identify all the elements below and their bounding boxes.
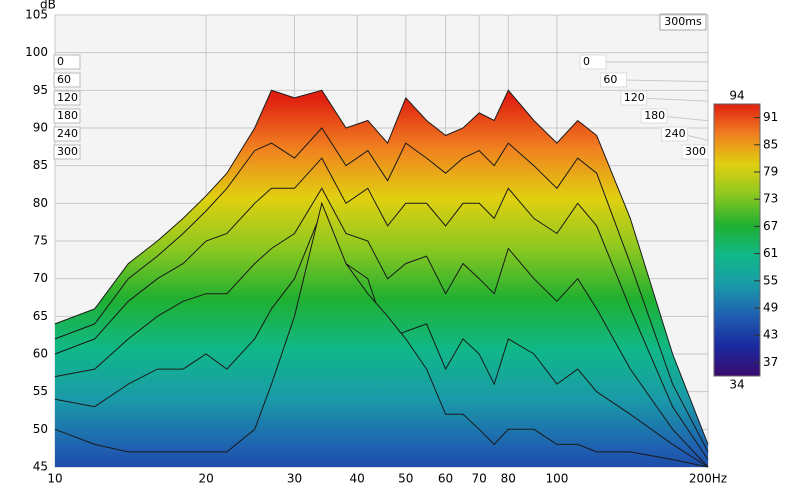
colorbar-tick-label: 91 [763, 110, 778, 124]
x-tick-label: 70 [472, 472, 487, 486]
z-tick-label: 60 [57, 73, 71, 86]
slice-line [54, 201, 709, 468]
colorbar-tick-label: 85 [763, 137, 778, 151]
z-tick-label: 240 [57, 127, 78, 140]
y-tick-label: 55 [33, 384, 48, 398]
z-tick-box [681, 144, 709, 160]
depth-line [620, 79, 709, 83]
z-tick-box [661, 126, 689, 142]
z-tick-label: 300 [685, 145, 706, 158]
z-tick-label: 0 [583, 55, 590, 68]
colorbar-tick-label: 79 [763, 165, 778, 179]
x-tick-label: 40 [350, 472, 365, 486]
depth-line [661, 115, 709, 122]
z-tick-box [620, 90, 648, 106]
x-tick-label: 20 [198, 472, 213, 486]
slice-line [54, 89, 709, 445]
z-tick-label: 0 [57, 55, 64, 68]
y-tick-label: 90 [33, 121, 48, 135]
colorbar-tick-label: 73 [763, 192, 778, 206]
slice-line [54, 157, 709, 460]
z-tick-label: 120 [57, 91, 78, 104]
z-tick-box [53, 72, 81, 88]
colorbar-tick-label: 43 [763, 328, 778, 342]
colorbar [713, 103, 761, 377]
z-tick-box [579, 54, 607, 70]
z-tick-label: 300 [57, 145, 78, 158]
y-tick-label: 95 [33, 83, 48, 97]
x-tick-label: 100 [545, 472, 568, 486]
y-axis-label: dB [40, 0, 56, 12]
colorbar-tick-label: 55 [763, 273, 778, 287]
colorbar-tick-label: 49 [763, 301, 778, 315]
x-tick-label: 60 [438, 472, 453, 486]
y-tick-label: 70 [33, 271, 48, 285]
z-tick-box [53, 54, 81, 70]
colorbar-max: 94 [729, 89, 744, 103]
z-tick-label: 120 [624, 91, 645, 104]
y-tick-label: 50 [33, 422, 48, 436]
y-tick-label: 80 [33, 196, 48, 210]
z-tick-box [53, 144, 81, 160]
z-tick-label: 180 [57, 109, 78, 122]
x-tick-label: 10 [47, 472, 62, 486]
z-tick-box [640, 108, 668, 124]
x-tick-label: 200Hz [689, 472, 727, 486]
z-tick-label: 240 [665, 127, 686, 140]
slice-area [55, 203, 708, 468]
y-tick-label: 105 [25, 8, 48, 22]
y-tick-label: 45 [33, 460, 48, 474]
z-tick-box [53, 90, 81, 106]
z-tick-box [53, 108, 81, 124]
x-tick-label: 30 [287, 472, 302, 486]
slice-line [54, 187, 709, 468]
z-tick-label: 180 [644, 109, 665, 122]
y-tick-label: 60 [33, 347, 48, 361]
slice-line [54, 127, 709, 453]
colorbar-tick-label: 37 [763, 355, 778, 369]
z-tick-box [599, 72, 627, 88]
z-end-box [659, 13, 707, 31]
y-tick-label: 85 [33, 158, 48, 172]
colorbar-min: 34 [729, 378, 744, 392]
x-tick-label: 50 [398, 472, 413, 486]
z-tick-label: 60 [603, 73, 617, 86]
colorbar-tick-label: 61 [763, 246, 778, 260]
z-end-label: 300ms [664, 15, 702, 28]
z-tick-box [53, 126, 81, 142]
y-tick-label: 75 [33, 234, 48, 248]
x-tick-label: 80 [501, 472, 516, 486]
depth-line [640, 97, 709, 102]
y-tick-label: 65 [33, 309, 48, 323]
y-tick-label: 100 [25, 45, 48, 59]
colorbar-tick-label: 67 [763, 219, 778, 233]
